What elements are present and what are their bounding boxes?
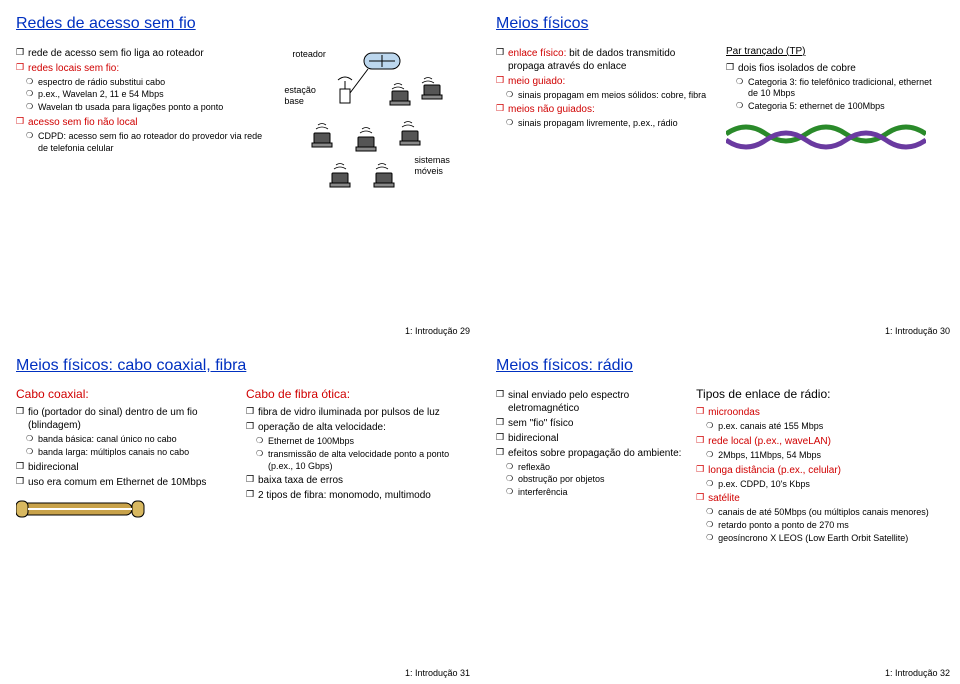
figure-svg	[274, 45, 474, 215]
footer: 1: Introdução 32	[885, 668, 950, 680]
sub-bullet: banda larga: múltiplos canais no cabo	[16, 447, 234, 459]
bullet: baixa taxa de erros	[246, 474, 464, 487]
sub-bullet: transmissão de alta velocidade ponto a p…	[246, 449, 464, 472]
footer: 1: Introdução 31	[405, 668, 470, 680]
subhead: Par trançado (TP)	[726, 45, 944, 58]
slide-body: rede de acesso sem fio liga ao roteador …	[16, 45, 464, 175]
slide-title: Meios físicos: cabo coaxial, fibra	[16, 356, 464, 377]
sub-bullet: espectro de rádio substitui cabo	[16, 77, 262, 89]
sub-bullet: geosíncrono X LEOS (Low Earth Orbit Sate…	[696, 533, 956, 545]
fig-label-base: estação base	[284, 85, 330, 108]
tp-figure	[726, 120, 926, 156]
subhead: Cabo de fibra ótica:	[246, 387, 464, 403]
bullet: meio guiado:	[496, 75, 714, 88]
bullet: fibra de vidro iluminada por pulsos de l…	[246, 406, 464, 419]
slide-body: enlace físico: bit de dados transmitido …	[496, 45, 944, 160]
sub-bullet: p.ex., Wavelan 2, 11 e 54 Mbps	[16, 89, 262, 101]
coax-figure	[16, 495, 146, 523]
sub-bullet: sinais propagam livremente, p.ex., rádio	[496, 118, 714, 130]
slide-body: Cabo coaxial: fio (portador do sinal) de…	[16, 387, 464, 527]
right-col: Tipos de enlace de rádio: microondas p.e…	[696, 387, 956, 546]
bullet: satélite	[696, 492, 956, 505]
bullet: operação de alta velocidade:	[246, 421, 464, 434]
slide-title: Meios físicos: rádio	[496, 356, 944, 377]
sub-bullet: Ethernet de 100Mbps	[246, 436, 464, 448]
subhead: Cabo coaxial:	[16, 387, 234, 403]
bullet: meios não guiados:	[496, 103, 714, 116]
bullet: longa distância (p.ex., celular)	[696, 464, 956, 477]
sub-bullet: p.ex. canais até 155 Mbps	[696, 421, 956, 433]
sub-bullet: Wavelan tb usada para ligações ponto a p…	[16, 102, 262, 114]
sub-bullet: sinais propagam em meios sólidos: cobre,…	[496, 90, 714, 102]
fig-label-mobile: sistemas móveis	[414, 155, 474, 178]
sub-bullet: p.ex. CDPD, 10's Kbps	[696, 479, 956, 491]
right-col: Par trançado (TP) dois fios isolados de …	[726, 45, 944, 160]
slide-title: Meios físicos	[496, 14, 944, 35]
bullet: rede de acesso sem fio liga ao roteador	[16, 47, 262, 60]
figure-col: roteador estação base sistemas móveis	[274, 45, 476, 175]
bullet: efeitos sobre propagação do ambiente:	[496, 447, 684, 460]
slide-title: Redes de acesso sem fio	[16, 14, 464, 35]
bullet: microondas	[696, 406, 956, 419]
bullet: redes locais sem fio:	[16, 62, 262, 75]
sub-bullet: 2Mbps, 11Mbps, 54 Mbps	[696, 450, 956, 462]
bullet: 2 tipos de fibra: monomodo, multimodo	[246, 489, 464, 502]
bullet: acesso sem fio não local	[16, 116, 262, 129]
bullet: uso era comum em Ethernet de 10Mbps	[16, 476, 234, 489]
sub-bullet: canais de até 50Mbps (ou múltiplos canai…	[696, 507, 956, 519]
slide-grid: Redes de acesso sem fio rede de acesso s…	[0, 0, 960, 684]
sub-bullet: Categoria 3: fio telefônico tradicional,…	[726, 77, 944, 100]
subhead: Tipos de enlace de rádio:	[696, 387, 956, 403]
sub-bullet: retardo ponto a ponto de 270 ms	[696, 520, 956, 532]
bullet: dois fios isolados de cobre	[726, 62, 944, 75]
bullet: bidirecional	[496, 432, 684, 445]
left-col: Cabo coaxial: fio (portador do sinal) de…	[16, 387, 234, 527]
sub-bullet: banda básica: canal único no cabo	[16, 434, 234, 446]
slide-31: Meios físicos: cabo coaxial, fibra Cabo …	[0, 342, 480, 684]
slide-30: Meios físicos enlace físico: bit de dado…	[480, 0, 960, 342]
bullet: bidirecional	[16, 461, 234, 474]
left-col: enlace físico: bit de dados transmitido …	[496, 45, 714, 160]
bullet: sinal enviado pelo espectro eletromagnét…	[496, 389, 684, 415]
left-col: sinal enviado pelo espectro eletromagnét…	[496, 387, 684, 546]
fig-label-router: roteador	[292, 49, 326, 61]
left-col: rede de acesso sem fio liga ao roteador …	[16, 45, 262, 175]
bullet: fio (portador do sinal) dentro de um fio…	[16, 406, 234, 432]
footer: 1: Introdução 30	[885, 326, 950, 338]
sub-bullet: CDPD: acesso sem fio ao roteador do prov…	[16, 131, 262, 154]
slide-32: Meios físicos: rádio sinal enviado pelo …	[480, 342, 960, 684]
right-col: Cabo de fibra ótica: fibra de vidro ilum…	[246, 387, 464, 527]
sub-bullet: Categoria 5: ethernet de 100Mbps	[726, 101, 944, 113]
slide-body: sinal enviado pelo espectro eletromagnét…	[496, 387, 944, 546]
bullet: rede local (p.ex., waveLAN)	[696, 435, 956, 448]
slide-29: Redes de acesso sem fio rede de acesso s…	[0, 0, 480, 342]
bullet: sem "fio" físico	[496, 417, 684, 430]
sub-bullet: obstrução por objetos	[496, 474, 684, 486]
sub-bullet: reflexão	[496, 462, 684, 474]
footer: 1: Introdução 29	[405, 326, 470, 338]
sub-bullet: interferência	[496, 487, 684, 499]
bullet: enlace físico: bit de dados transmitido …	[496, 47, 714, 73]
wireless-figure: roteador estação base sistemas móveis	[274, 45, 476, 175]
